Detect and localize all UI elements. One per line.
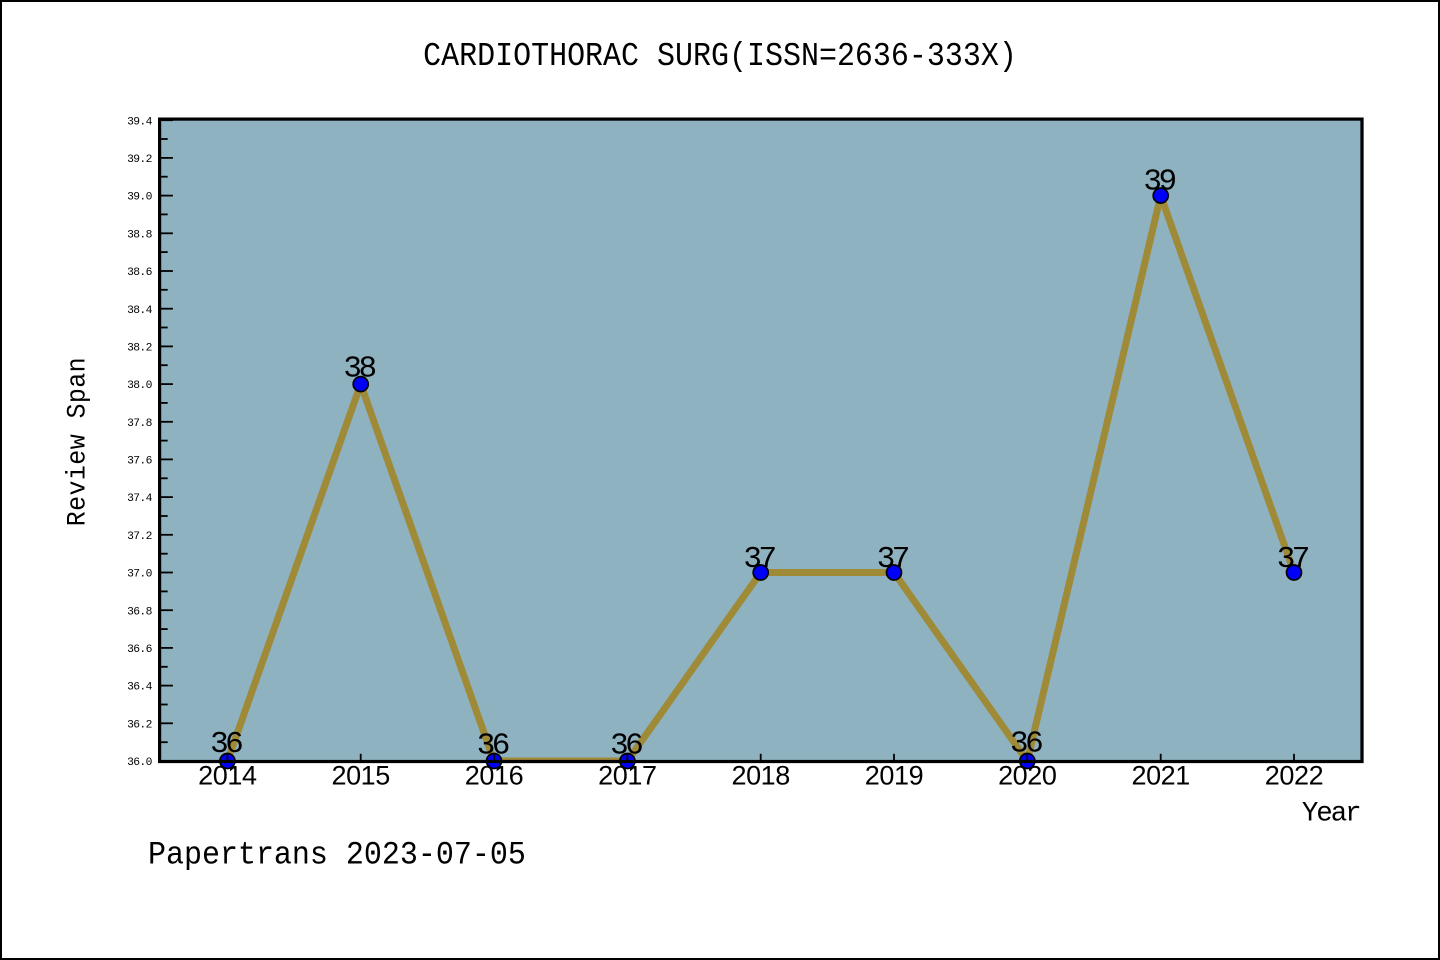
svg-text:36: 36 xyxy=(477,728,509,763)
svg-text:2017: 2017 xyxy=(598,761,656,791)
svg-text:Papertrans 2023-07-05: Papertrans 2023-07-05 xyxy=(148,837,526,873)
svg-text:36.8: 36.8 xyxy=(127,606,153,618)
svg-text:CARDIOTHORAC SURG(ISSN=2636-33: CARDIOTHORAC SURG(ISSN=2636-333X) xyxy=(423,39,1017,76)
svg-text:37.2: 37.2 xyxy=(127,531,152,543)
svg-text:36: 36 xyxy=(1010,726,1042,761)
svg-text:38.2: 38.2 xyxy=(127,343,152,355)
svg-text:39.2: 39.2 xyxy=(127,154,152,166)
svg-text:37.6: 37.6 xyxy=(127,456,153,468)
svg-text:2014: 2014 xyxy=(198,761,257,791)
svg-text:36.6: 36.6 xyxy=(127,644,153,656)
svg-text:38.0: 38.0 xyxy=(127,380,153,392)
svg-text:39.0: 39.0 xyxy=(127,192,153,204)
svg-text:37: 37 xyxy=(743,542,775,577)
svg-text:2019: 2019 xyxy=(865,761,923,791)
svg-text:Review Span: Review Span xyxy=(62,357,93,526)
svg-text:2015: 2015 xyxy=(331,761,389,791)
svg-text:2021: 2021 xyxy=(1131,761,1189,791)
svg-text:38.4: 38.4 xyxy=(127,305,153,317)
svg-text:39.4: 39.4 xyxy=(127,116,153,128)
svg-text:36.4: 36.4 xyxy=(127,682,153,694)
svg-text:37: 37 xyxy=(1277,542,1309,577)
svg-text:39: 39 xyxy=(1143,165,1175,200)
svg-text:2018: 2018 xyxy=(731,761,789,791)
svg-text:2022: 2022 xyxy=(1265,761,1323,791)
svg-text:Year: Year xyxy=(1302,798,1360,829)
svg-text:38.6: 38.6 xyxy=(127,267,153,279)
svg-text:2016: 2016 xyxy=(465,761,523,791)
svg-text:37: 37 xyxy=(877,542,909,577)
svg-text:36.2: 36.2 xyxy=(127,719,152,731)
svg-text:38: 38 xyxy=(343,352,375,387)
svg-text:37.4: 37.4 xyxy=(127,493,153,505)
svg-text:36.0: 36.0 xyxy=(127,757,153,769)
svg-text:37.0: 37.0 xyxy=(127,569,153,581)
svg-text:37.8: 37.8 xyxy=(127,418,153,430)
svg-text:36: 36 xyxy=(210,727,242,762)
svg-text:38.8: 38.8 xyxy=(127,229,153,241)
svg-text:2020: 2020 xyxy=(998,761,1056,791)
svg-text:36: 36 xyxy=(610,729,642,764)
